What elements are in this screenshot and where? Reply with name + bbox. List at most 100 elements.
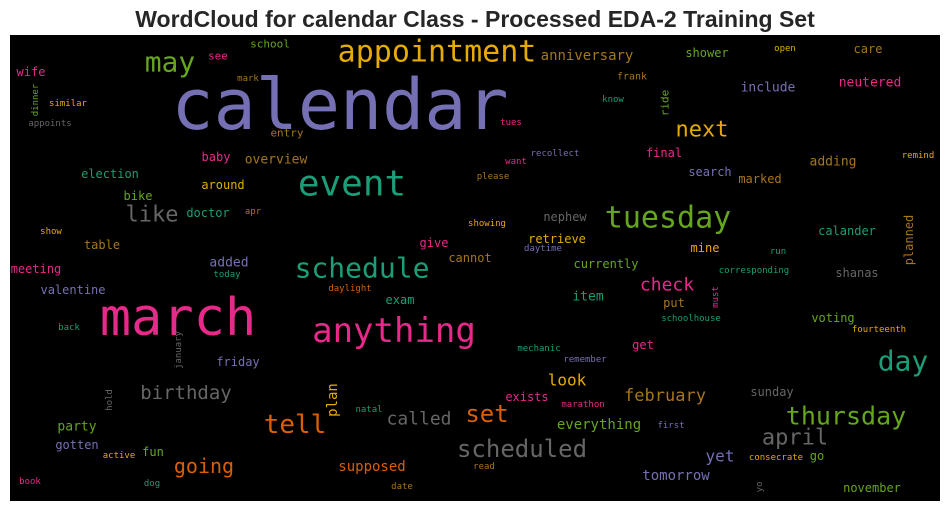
word: sunday — [750, 385, 793, 399]
word: january — [174, 330, 184, 369]
word: mine — [691, 241, 720, 255]
word: book — [19, 477, 41, 487]
word: see — [208, 50, 228, 63]
word: appointment — [338, 35, 537, 70]
word: doctor — [186, 206, 229, 220]
word: daytime — [524, 244, 562, 254]
word: include — [741, 81, 796, 96]
word: final — [646, 146, 682, 160]
word: anything — [312, 311, 476, 351]
word: fun — [142, 445, 164, 459]
word: tomorrow — [642, 468, 710, 484]
word: planned — [902, 215, 916, 266]
word: neutered — [839, 76, 902, 91]
word: table — [84, 238, 120, 252]
word: marathon — [561, 400, 604, 410]
word: april — [762, 426, 828, 451]
word: daylight — [328, 284, 371, 294]
word: anniversary — [541, 48, 634, 64]
word: corresponding — [719, 266, 789, 276]
word: dog — [144, 479, 160, 489]
word: know — [602, 95, 624, 105]
word: must — [711, 286, 721, 308]
word: fourteenth — [852, 325, 906, 335]
word: get — [632, 338, 654, 352]
word: school — [250, 38, 290, 51]
word: plan — [325, 383, 341, 417]
word: showing — [468, 219, 506, 229]
word: november — [843, 481, 901, 495]
word: care — [854, 42, 883, 56]
word: exists — [505, 390, 548, 404]
word: meeting — [11, 262, 62, 276]
word: hold — [105, 389, 115, 411]
word: appoints — [28, 119, 71, 129]
word: thursday — [786, 402, 906, 431]
word: wife — [17, 65, 46, 79]
cloud-background — [10, 35, 940, 501]
word: first — [657, 421, 684, 431]
word: currently — [573, 257, 638, 271]
word: want — [505, 157, 527, 167]
word: similar — [49, 99, 88, 109]
word: added — [209, 256, 248, 271]
word: check — [640, 275, 694, 296]
word: apr — [245, 207, 262, 217]
word: put — [663, 296, 685, 310]
word: calendar — [171, 64, 508, 146]
word: active — [103, 451, 136, 461]
word: called — [386, 409, 451, 430]
word: march — [100, 288, 257, 348]
word: mark — [237, 74, 259, 84]
word: run — [770, 247, 786, 257]
word: nephew — [543, 210, 587, 224]
word: please — [477, 172, 510, 182]
word: retrieve — [528, 232, 586, 246]
word: exam — [386, 293, 415, 307]
word: next — [676, 118, 729, 143]
word: party — [57, 420, 96, 435]
word: marked — [738, 172, 781, 186]
word: everything — [557, 417, 641, 433]
word: tues — [500, 118, 522, 128]
chart-title: WordCloud for calendar Class - Processed… — [135, 6, 815, 32]
word: tuesday — [605, 201, 731, 236]
word: schedule — [295, 252, 430, 285]
word: event — [298, 164, 406, 205]
word: voting — [811, 311, 854, 325]
word: back — [58, 323, 80, 333]
word: election — [81, 167, 139, 181]
word: shanas — [835, 266, 878, 280]
word: go — [810, 449, 824, 463]
word: dinner — [31, 83, 41, 116]
word: ride — [659, 90, 672, 117]
word: entry — [270, 127, 303, 140]
word: going — [174, 454, 234, 478]
word: like — [126, 203, 179, 228]
word: schoolhouse — [661, 314, 721, 324]
word: gotten — [55, 438, 98, 452]
word: read — [473, 462, 495, 472]
word: look — [548, 371, 587, 390]
word: friday — [216, 355, 259, 369]
word: birthday — [140, 382, 232, 404]
word: may — [145, 46, 196, 79]
word: cannot — [448, 251, 491, 265]
word: item — [572, 290, 603, 305]
word: search — [688, 165, 731, 179]
word: valentine — [40, 283, 105, 297]
word: day — [878, 345, 929, 378]
word: remind — [902, 151, 935, 161]
word: frank — [617, 72, 647, 83]
word: give — [420, 236, 449, 250]
word: today — [213, 270, 241, 280]
word: natal — [355, 405, 382, 415]
word: recollect — [531, 149, 580, 159]
word: adding — [810, 155, 857, 170]
word: open — [774, 44, 796, 54]
word: mechanic — [517, 344, 560, 354]
word: baby — [202, 150, 231, 164]
word: supposed — [338, 459, 405, 475]
